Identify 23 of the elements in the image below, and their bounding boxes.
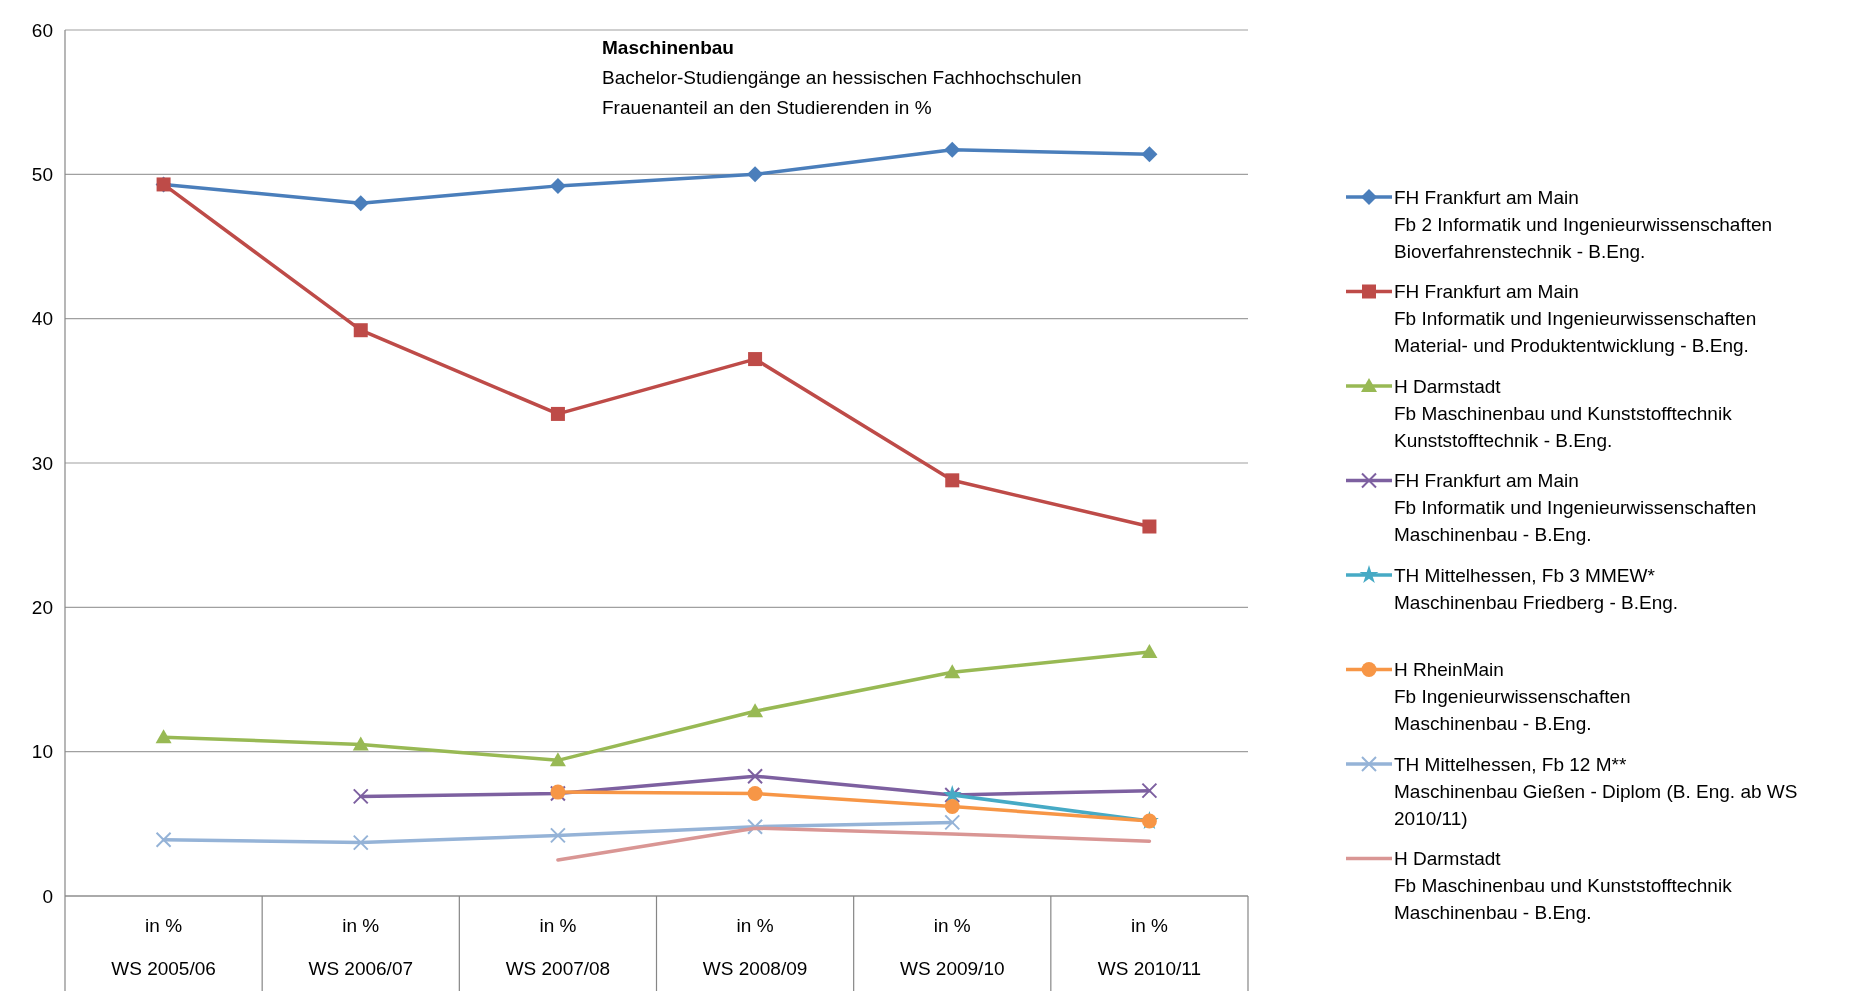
text: Bachelor-Studiengänge an hessischen Fachhochschulen Frauenanteil an den Studierenden in % xyxy=(602,67,1082,118)
legend-label: H RheinMain Fb Ingenieurwissenschaften Maschinenbau - B.Eng. xyxy=(1394,659,1631,735)
legend-label: H Darmstadt Fb Maschinenbau und Kunststofftechnik Kunststofftechnik - B.Eng. xyxy=(1394,375,1733,451)
y-tick-label: 10 xyxy=(31,741,53,763)
legend-label: H Darmstadt Fb Maschinenbau und Kunststofftechnik Maschinenbau - B.Eng. xyxy=(1394,848,1733,924)
x-tick-label: in % WS 2009/10 xyxy=(899,914,1005,979)
legend-label: TH Mittelhessen, Fb 3 MMEW* Maschinenbau Friedberg - B.Eng. xyxy=(1394,564,1679,613)
x-tick-label: in % WS 2005/06 xyxy=(111,914,216,979)
legend-label: TH Mittelhessen, Fb 12 M** Maschinenbau Gießen - Diplom (B. Eng. ab WS 2010/11) xyxy=(1394,753,1798,829)
y-tick-label: 50 xyxy=(31,163,53,185)
legend-label: FH Frankfurt am Main Fb 2 Informatik und Ingenieurwissenschaften Bioverfahrenstechnik - B.Eng. xyxy=(1394,186,1773,262)
legend-label: FH Frankfurt am Main Fb Informatik und Ingenieurwissenschaften Maschinenbau - B.Eng. xyxy=(1394,470,1757,546)
x-tick-label: in % WS 2006/07 xyxy=(308,914,414,979)
y-tick-label: 20 xyxy=(31,596,53,618)
x-tick-label: in % WS 2007/08 xyxy=(505,914,611,979)
chart-title: Maschinenbau xyxy=(602,37,734,58)
x-tick-label: in % WS 2010/11 xyxy=(1097,914,1201,979)
legend-label: FH Frankfurt am Main Fb Informatik und Ingenieurwissenschaften Material- und Produktentwicklung - B.Eng. xyxy=(1394,281,1757,357)
y-tick-label: 30 xyxy=(31,452,53,474)
x-tick-label: in % WS 2008/09 xyxy=(702,914,808,979)
y-tick-label: 40 xyxy=(31,308,53,330)
y-tick-label: 0 xyxy=(42,885,53,907)
y-tick-label: 60 xyxy=(31,19,53,41)
